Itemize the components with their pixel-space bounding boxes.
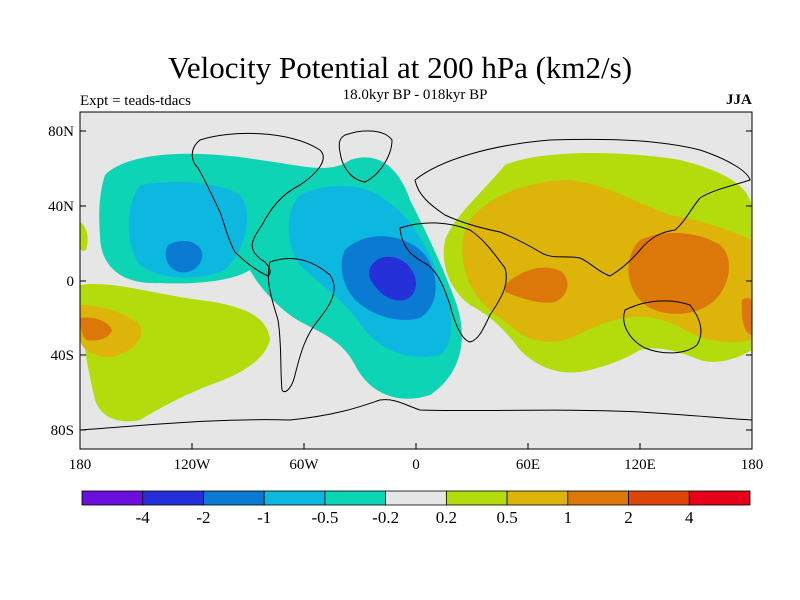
antarctica-coast — [80, 399, 752, 431]
colorbar-box-5 — [385, 490, 447, 506]
colorbar-box-8 — [567, 490, 629, 506]
south-america-coast — [267, 257, 335, 393]
coastlines — [80, 130, 752, 431]
lat-axis — [80, 130, 752, 431]
colorbar-label-7: 1 — [564, 508, 573, 527]
lon-label-60e: 60E — [516, 457, 540, 473]
colorbar-label-0: -4 — [136, 508, 151, 527]
lat-label-40s: 40S — [51, 348, 74, 364]
australia-coast — [623, 300, 702, 354]
lon-label-180w: 180 — [69, 457, 92, 473]
colorbar-box-6 — [445, 490, 508, 506]
colorbar-box-0 — [81, 490, 144, 506]
season-label: JJA — [726, 92, 752, 108]
lat-label-40n: 40N — [48, 199, 74, 215]
chart-subtitle: 18.0kyr BP - 018kyr BP — [342, 87, 488, 103]
contour-pos-south-pacific-3 — [80, 317, 112, 341]
colorbar-label-6: 0.5 — [496, 508, 517, 527]
colorbar-box-9 — [628, 490, 690, 506]
colorbar-box-1 — [142, 490, 204, 506]
chart-title: Velocity Potential at 200 hPa (km2/s) — [167, 50, 633, 85]
eurasia-coast — [414, 138, 751, 277]
lat-label-0: 0 — [67, 274, 75, 290]
lon-label-180e: 180 — [741, 457, 764, 473]
lat-label-80n: 80N — [48, 124, 74, 140]
colorbar-labels: -4 -2 -1 -0.5 -0.2 0.2 0.5 1 2 4 — [136, 508, 694, 527]
colorbar-label-9: 4 — [685, 508, 694, 527]
map-panel — [80, 112, 752, 449]
colorbar-box-7 — [506, 490, 569, 506]
africa-coast — [399, 222, 507, 343]
colorbar-box-4 — [324, 490, 387, 506]
colorbar-label-5: 0.2 — [436, 508, 457, 527]
colorbar-box-10 — [688, 490, 751, 506]
colorbar-label-3: -0.5 — [311, 508, 338, 527]
colorbar-label-4: -0.2 — [372, 508, 399, 527]
colorbar-label-8: 2 — [624, 508, 633, 527]
north-america-coast — [191, 132, 324, 277]
colorbar — [81, 490, 751, 506]
colorbar-label-1: -2 — [196, 508, 210, 527]
colorbar-box-2 — [203, 490, 265, 506]
contour-neg-atlantic-4 — [369, 256, 416, 301]
contour-pos-east-africa — [505, 267, 568, 303]
colorbar-box-3 — [263, 490, 326, 506]
lon-label-120e: 120E — [624, 457, 656, 473]
lon-axis — [79, 443, 753, 449]
experiment-label: Expt = teads-tdacs — [80, 93, 191, 109]
greenland-coast — [338, 130, 393, 183]
contour-pos-east-3 — [628, 232, 730, 314]
lon-label-120w: 120W — [174, 457, 212, 473]
colorbar-label-2: -1 — [257, 508, 271, 527]
contour-neg-mid-pacific — [165, 240, 203, 273]
lon-label-60w: 60W — [289, 457, 319, 473]
contour-pos-west-edge — [80, 222, 88, 251]
contour-pos-east-edge — [741, 297, 752, 335]
lon-label-0: 0 — [412, 457, 420, 473]
lat-label-80s: 80S — [51, 423, 74, 439]
